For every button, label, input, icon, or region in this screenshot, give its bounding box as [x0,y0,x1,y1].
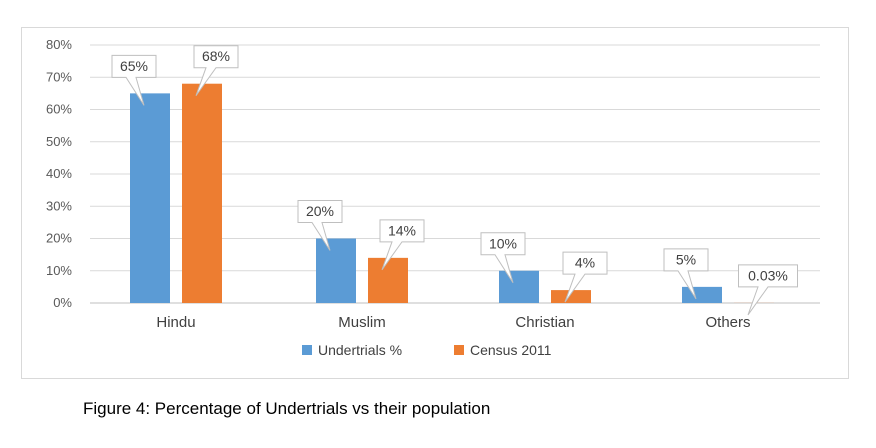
bar [130,93,170,303]
data-label: 0.03% [748,267,788,283]
data-label-callout [562,251,608,303]
data-label-callout [379,219,425,271]
data-label: 20% [306,203,334,219]
data-label-callout [111,54,157,106]
bar [368,257,408,303]
data-label: 10% [489,235,517,251]
bar [182,83,222,303]
data-label-callout [480,232,526,284]
data-label: 5% [676,251,696,267]
x-category-label: Muslim [338,314,386,331]
y-tick-label: 20% [46,231,72,246]
y-tick-label: 10% [46,263,72,278]
y-tick-label: 60% [46,102,72,117]
y-tick-label: 0% [53,295,72,310]
bar [316,238,356,303]
y-tick-label: 80% [46,37,72,52]
x-category-label: Christian [515,314,574,331]
y-tick-label: 50% [46,134,72,149]
data-label-callout [193,45,239,96]
bar [499,270,539,303]
legend-label: Undertrials % [318,342,402,358]
y-tick-label: 40% [46,166,72,181]
y-tick-label: 30% [46,198,72,213]
data-label-callout [663,248,709,300]
data-label: 68% [202,48,230,64]
data-label-callout [297,200,343,251]
data-label: 65% [120,58,148,74]
bar [551,290,591,303]
x-category-label: Others [705,314,750,331]
data-label-callout [738,264,798,316]
data-label: 4% [575,255,595,271]
y-tick-label: 70% [46,69,72,84]
legend-swatch [454,345,464,355]
legend-swatch [302,345,312,355]
figure-caption: Figure 4: Percentage of Undertrials vs t… [83,399,491,418]
x-category-label: Hindu [156,314,195,331]
bar [682,286,722,303]
data-label: 14% [388,222,416,238]
legend-label: Census 2011 [470,342,552,358]
